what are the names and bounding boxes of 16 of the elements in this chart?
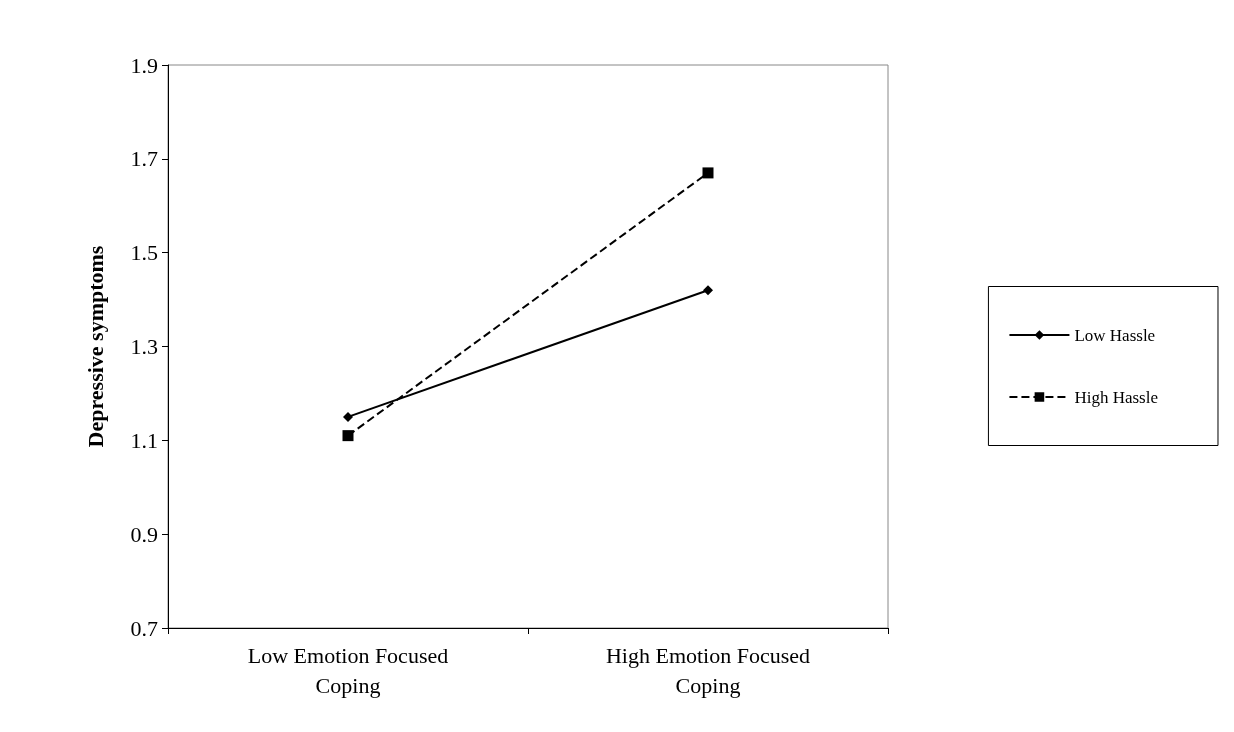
x-tick-label: Low Emotion Focused Coping	[247, 642, 449, 698]
y-tick-label: 0.7	[130, 615, 158, 641]
point	[343, 411, 353, 422]
legend-label: High Hassle	[1074, 387, 1159, 407]
point	[342, 430, 354, 442]
y-axis-title: Depressive symptoms	[82, 245, 108, 448]
point	[703, 285, 713, 296]
x-tick-label: High Emotion Focused Coping	[605, 642, 811, 698]
y-tick-label: 1.5	[130, 240, 158, 266]
y-tick-label: 1.1	[130, 427, 158, 453]
y-tick-label: 1.9	[130, 52, 158, 78]
y-tick-label: 1.7	[130, 146, 158, 172]
y-tick-label: 1.3	[130, 334, 158, 359]
legend-label: Low Hassle	[1074, 325, 1156, 345]
point	[702, 167, 714, 179]
y-tick-label: 0.9	[130, 521, 158, 547]
